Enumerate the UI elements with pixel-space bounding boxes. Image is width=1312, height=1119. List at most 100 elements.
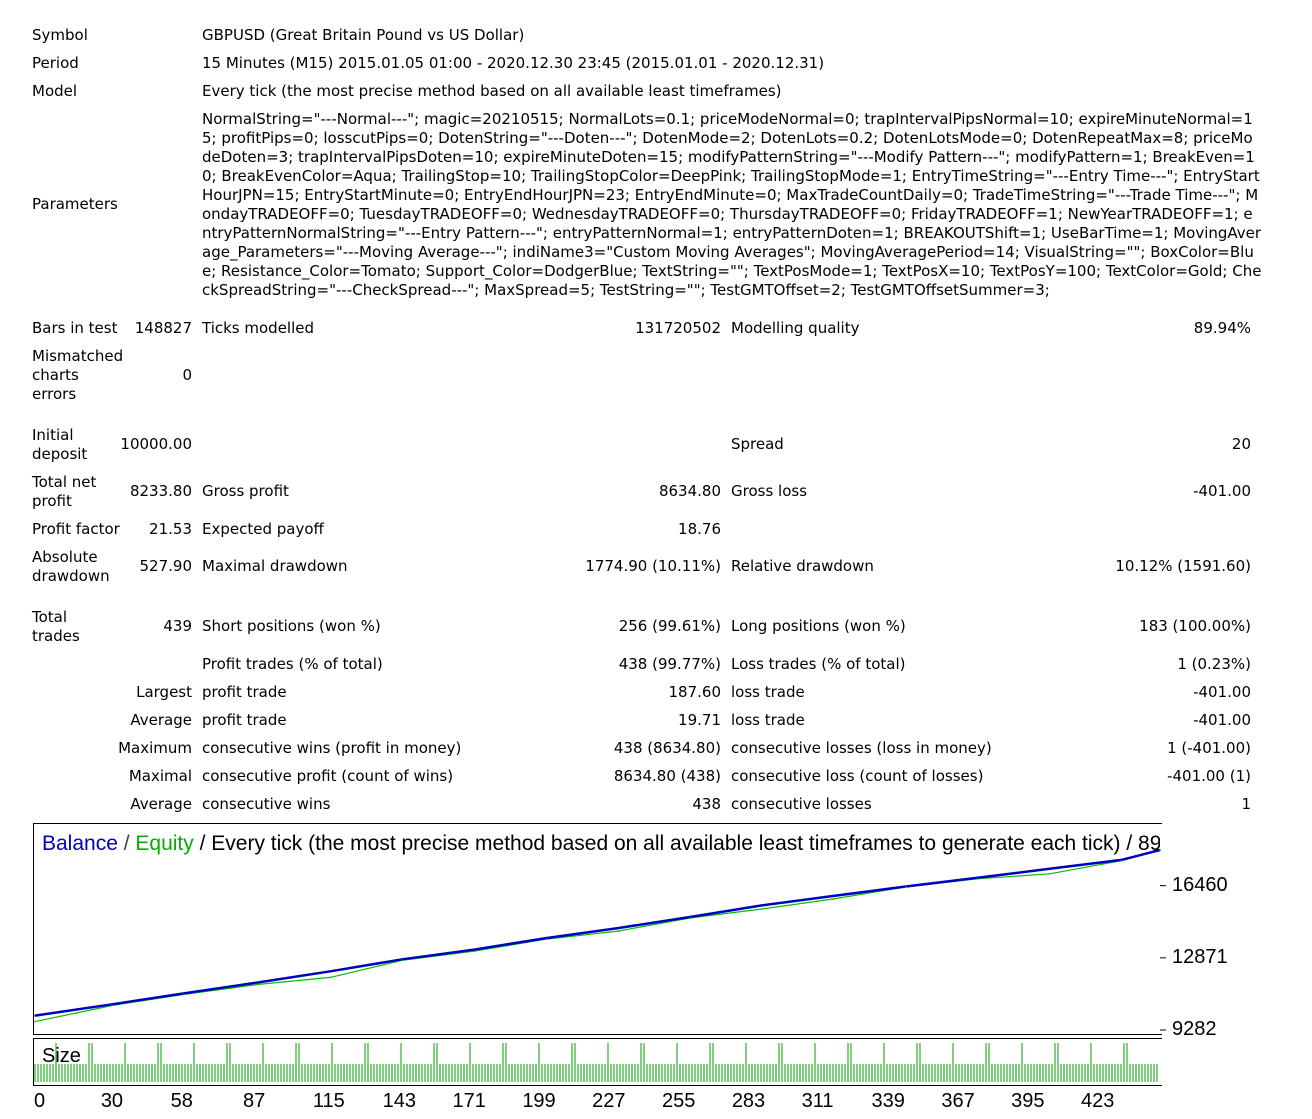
- deposit-value: 10000.00: [120, 435, 192, 453]
- symbol-label: Symbol: [32, 26, 88, 44]
- pf-label: Profit factor: [32, 520, 120, 538]
- x-tick-label: 0: [34, 1090, 46, 1112]
- point-equity-12: [904, 886, 907, 888]
- grossloss-label: Gross loss: [731, 482, 808, 500]
- pf-value: 21.53: [149, 520, 192, 538]
- absdd-value: 527.90: [139, 557, 193, 575]
- payoff-value: 18.76: [678, 520, 721, 538]
- point-balance-8: [617, 927, 619, 929]
- model-label: Model: [32, 82, 78, 100]
- point-balance-3: [257, 981, 260, 984]
- largest-profit-label: profit trade: [202, 683, 287, 701]
- maximal-label: Maximal: [128, 767, 192, 785]
- period-value: 15 Minutes (M15) 2015.01.05 01:00 - 2020…: [202, 54, 825, 72]
- x-tick-label: 30: [100, 1090, 124, 1112]
- grossloss-value: -401.00: [1193, 482, 1251, 500]
- x-tick-label: 115: [312, 1090, 345, 1112]
- point-balance-0: [34, 1014, 36, 1017]
- size-label: Size: [40, 1044, 83, 1068]
- maxdd-value: 1774.90 (10.11%): [585, 557, 721, 575]
- parameters-label: Parameters: [32, 195, 118, 213]
- point-equity-6: [473, 950, 476, 953]
- maximal-profit-value: 8634.80 (438): [613, 767, 721, 785]
- max-wins-value: 438 (8634.80): [613, 739, 721, 757]
- quality-value: 89.94%: [1193, 319, 1251, 337]
- x-tick-label: 423: [1081, 1090, 1115, 1112]
- point-equity-0: [34, 1020, 36, 1023]
- point-equity-8: [617, 930, 619, 932]
- largest-label: Largest: [136, 683, 192, 701]
- loss-trades-label: Loss trades (% of total): [731, 655, 906, 673]
- grossprofit-label: Gross profit: [202, 482, 289, 500]
- period-label: Period: [32, 54, 79, 72]
- x-tick-label: 339: [871, 1090, 905, 1112]
- point-balance-11: [833, 895, 835, 897]
- short-value: 256 (99.61%): [618, 617, 721, 635]
- avg-wins-value: 438: [692, 795, 721, 813]
- x-tick-label: 367: [941, 1090, 975, 1112]
- point-equity-15: [1120, 859, 1123, 862]
- bars-label: Bars in test: [32, 319, 118, 337]
- legend-balance: Balance: [42, 832, 118, 855]
- mismatch-value: 0: [182, 366, 192, 384]
- model-value: Every tick (the most precise method base…: [202, 82, 782, 100]
- reldd-value: 10.12% (1591.60): [1115, 557, 1251, 575]
- spread-value: 20: [1231, 435, 1251, 453]
- maximal-profit-label: consecutive profit (count of wins): [202, 767, 454, 785]
- average-profit-label: profit trade: [202, 711, 287, 729]
- ticks-label: Ticks modelled: [202, 319, 315, 337]
- x-tick-label: 255: [661, 1090, 696, 1112]
- point-equity-16: [1159, 849, 1161, 851]
- chart-title: Balance / Equity / Every tick (the most …: [42, 830, 1160, 858]
- point-equity-5: [401, 959, 404, 962]
- x-tick-label: 87: [242, 1090, 266, 1112]
- point-equity-10: [761, 908, 763, 910]
- average2-label: Average: [130, 795, 192, 813]
- largest-profit-value: 187.60: [668, 683, 722, 701]
- ticks-value: 131720502: [635, 319, 721, 337]
- avg-losses-label: consecutive losses: [731, 795, 872, 813]
- series-line-balance: [34, 848, 1161, 1017]
- payoff-label: Expected payoff: [202, 520, 324, 538]
- maximal-loss-value: -401.00 (1): [1167, 767, 1251, 785]
- x-tick-label: 143: [382, 1090, 417, 1112]
- x-tick-label: 199: [522, 1090, 556, 1112]
- y-tick-label: 12871: [1172, 945, 1228, 968]
- point-equity-2: [183, 993, 185, 996]
- grossprofit-value: 8634.80: [658, 482, 721, 500]
- netprofit-value: 8233.80: [129, 482, 192, 500]
- point-equity-4: [329, 976, 332, 979]
- largest-loss-label: loss trade: [731, 683, 805, 701]
- x-tick-label: 227: [592, 1090, 626, 1112]
- max-losses-label: consecutive losses (loss in money): [731, 739, 992, 757]
- x-tick-label: 283: [731, 1090, 766, 1112]
- point-equity-1: [111, 1004, 113, 1007]
- parameters-value: NormalString="---Normal---"; magic=20210…: [202, 110, 1262, 299]
- bars-value: 148827: [134, 319, 192, 337]
- average-label: Average: [130, 711, 192, 729]
- symbol-value: GBPUSD (Great Britain Pound vs US Dollar…: [202, 26, 525, 44]
- max-wins-label: consecutive wins (profit in money): [202, 739, 462, 757]
- point-equity-14: [1048, 873, 1051, 875]
- maximal-loss-label: consecutive loss (count of losses): [731, 767, 984, 785]
- loss-trades-value: 1 (0.23%): [1177, 655, 1251, 673]
- reldd-label: Relative drawdown: [731, 557, 874, 575]
- deposit-label: Initial deposit: [32, 426, 88, 463]
- x-tick-label: 171: [452, 1090, 486, 1112]
- point-balance-4: [329, 970, 332, 973]
- point-equity-7: [545, 938, 547, 940]
- x-tick-label: 58: [170, 1090, 193, 1112]
- point-balance-10: [761, 904, 763, 907]
- point-balance-14: [1048, 867, 1051, 870]
- balance-equity-chart: [33, 823, 1162, 1035]
- average-loss-value: -401.00: [1193, 711, 1251, 729]
- short-label: Short positions (won %): [202, 617, 381, 635]
- netprofit-label: Total net profit: [32, 473, 97, 510]
- point-equity-13: [976, 878, 979, 880]
- point-equity-3: [257, 983, 260, 986]
- trades-label: Total trades: [32, 608, 80, 645]
- maximum-label: Maximum: [118, 739, 192, 757]
- maxdd-label: Maximal drawdown: [202, 557, 348, 575]
- profit-trades-label: Profit trades (% of total): [202, 655, 383, 673]
